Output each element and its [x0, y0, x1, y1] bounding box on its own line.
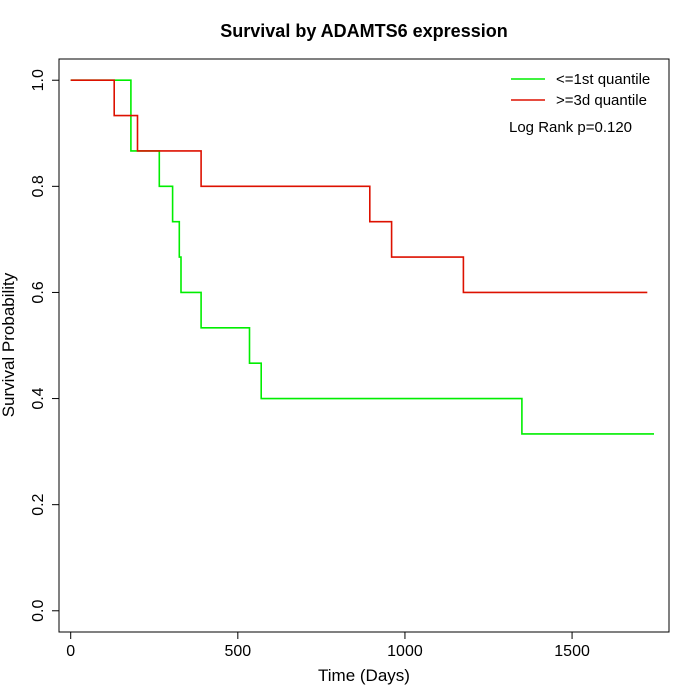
x-axis: 0 500 1000 1500	[66, 631, 590, 660]
series-layer	[70, 79, 654, 435]
legend: <=1st quantile >=3d quantile	[511, 71, 650, 109]
x-axis-label: Time (Days)	[318, 666, 410, 685]
x-tick-label: 1500	[554, 643, 590, 660]
x-tick-label: 0	[66, 643, 75, 660]
log-rank-annotation: Log Rank p=0.120	[509, 119, 632, 136]
legend-label-high: >=3d quantile	[556, 92, 647, 109]
series-line-1	[70, 79, 648, 294]
chart-title: Survival by ADAMTS6 expression	[220, 21, 507, 41]
y-tick-label: 0.4	[30, 387, 47, 409]
y-tick-label: 0.0	[30, 600, 47, 622]
y-tick-label: 0.8	[30, 175, 47, 197]
y-tick-label: 0.2	[30, 493, 47, 515]
y-axis: 0.0 0.2 0.4 0.6 0.8 1.0	[30, 69, 60, 622]
x-tick-label: 1000	[387, 643, 423, 660]
y-axis-label: Survival Probability	[0, 272, 18, 417]
x-tick-label: 500	[224, 643, 251, 660]
legend-label-low: <=1st quantile	[556, 71, 650, 88]
y-tick-label: 1.0	[30, 69, 47, 91]
y-tick-label: 0.6	[30, 281, 47, 303]
